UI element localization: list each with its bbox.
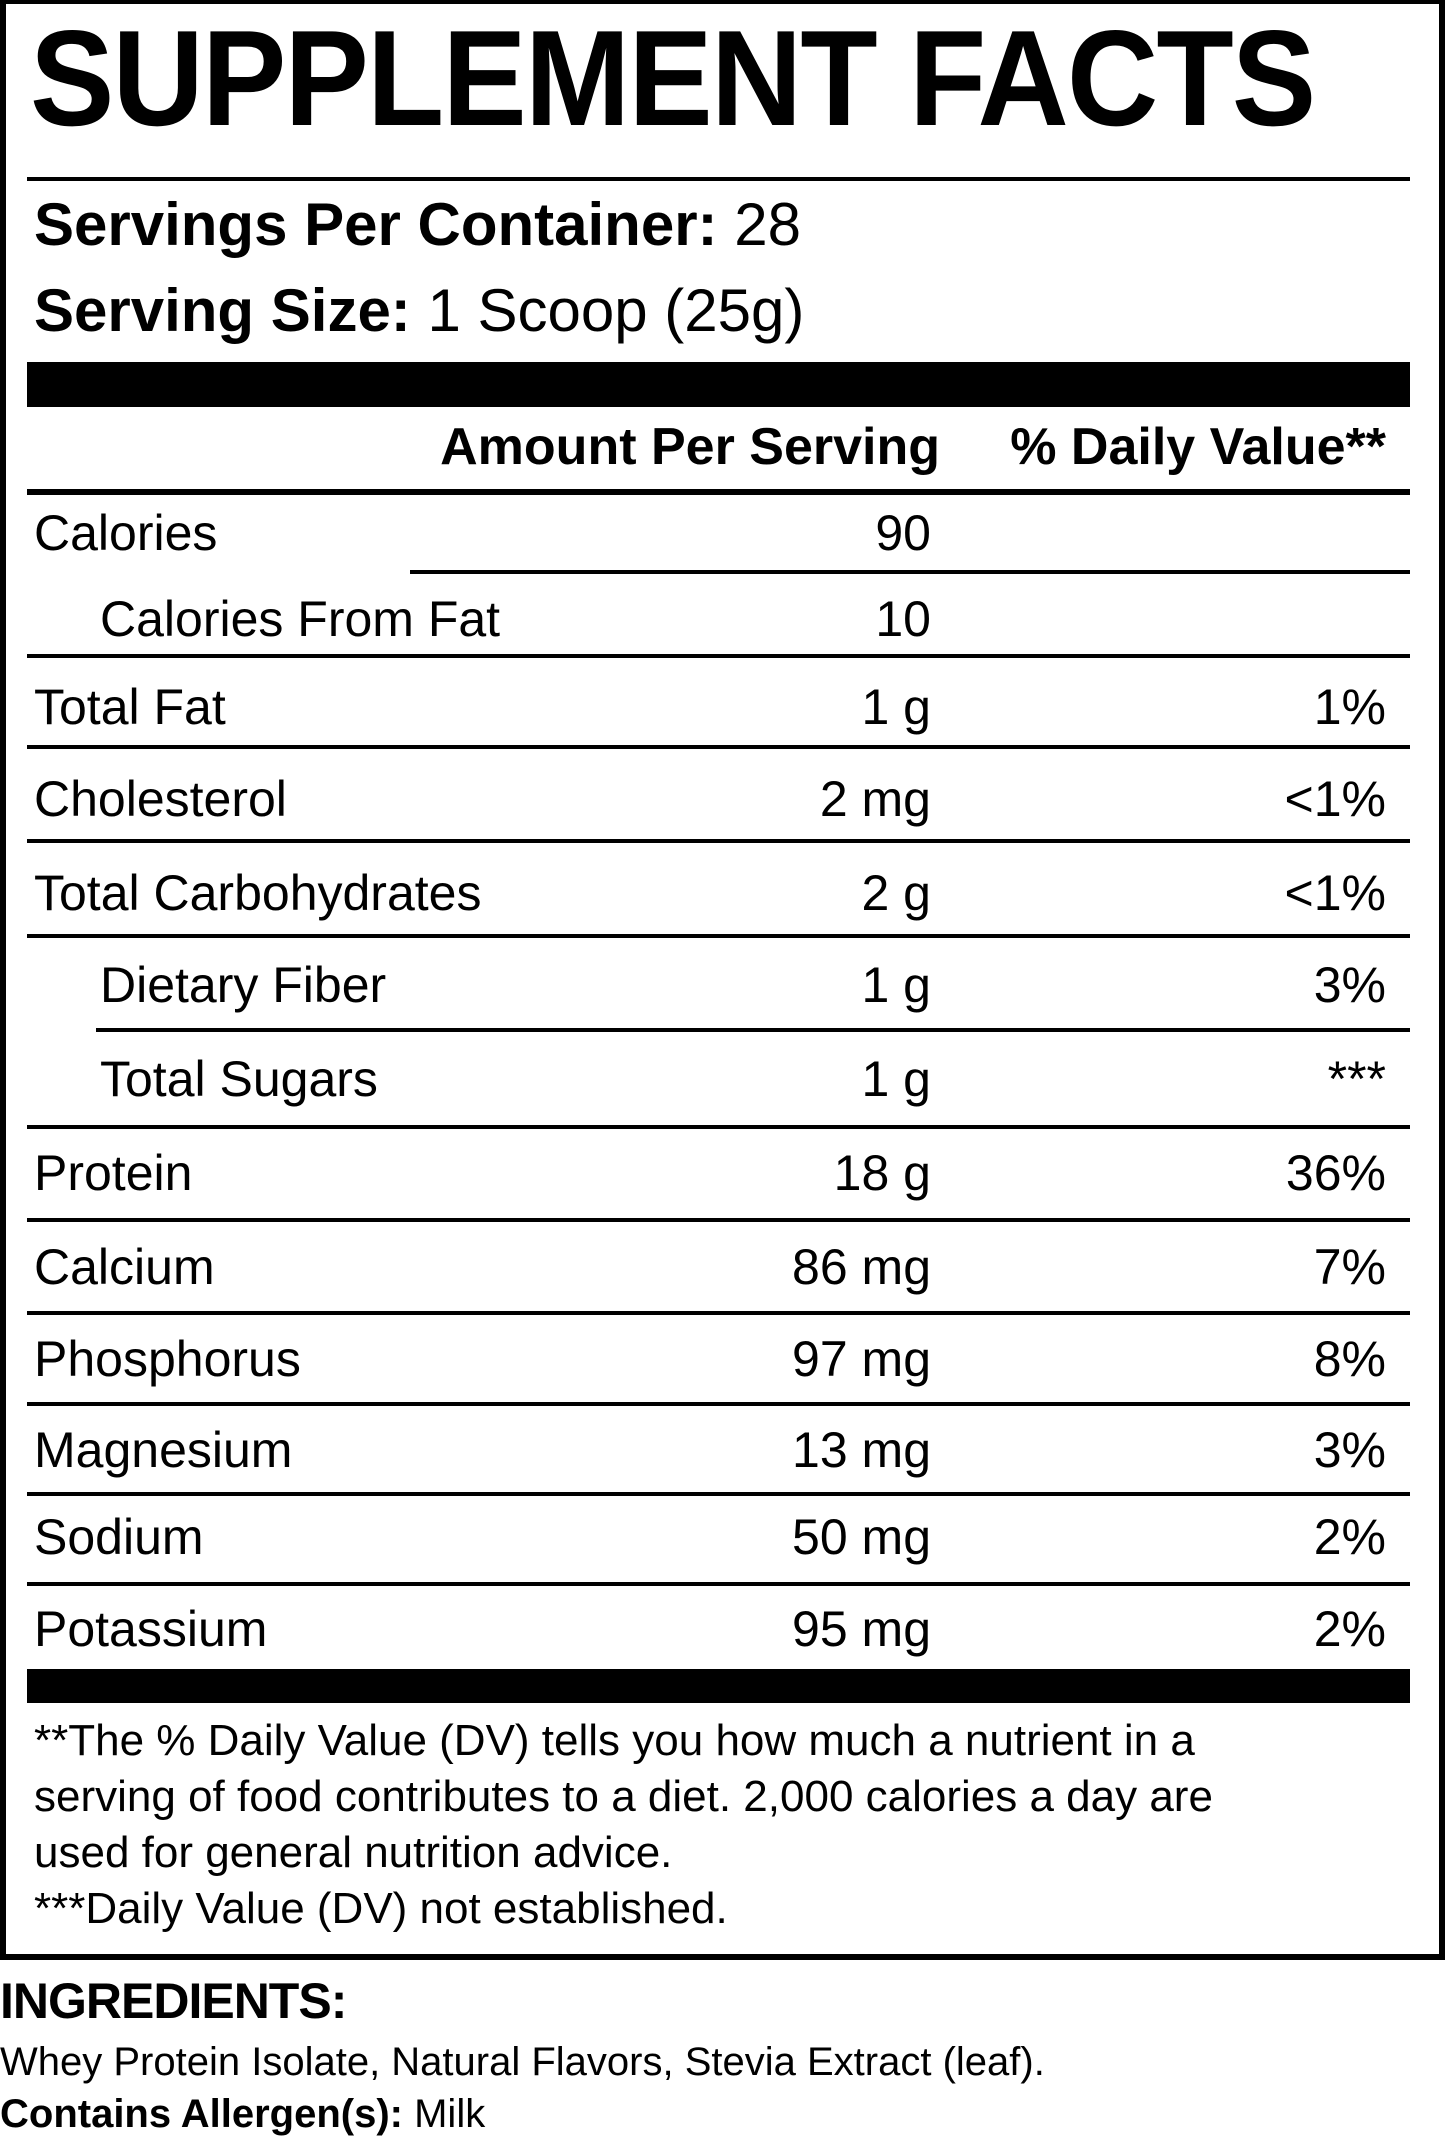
nutrient-row: Sodium 50 mg 2% (0, 1507, 1445, 1567)
row-divider (27, 1125, 1410, 1129)
nutrient-amount: 1 g (861, 679, 931, 735)
servings-value: 28 (734, 191, 801, 258)
serving-size: Serving Size: 1 Scoop (25g) (34, 276, 804, 346)
nutrient-amount: 90 (875, 505, 931, 561)
nutrient-row: Calcium 86 mg 7% (0, 1237, 1445, 1297)
nutrient-row: Dietary Fiber 1 g 3% (0, 955, 1445, 1015)
nutrient-amount: 10 (875, 591, 931, 647)
row-divider (27, 1402, 1410, 1406)
nutrient-row: Magnesium 13 mg 3% (0, 1420, 1445, 1480)
nutrient-row: Calories 90 (0, 503, 1445, 563)
header-divider (27, 489, 1410, 495)
amount-per-serving-header: Amount Per Serving (440, 418, 940, 476)
title-divider (27, 177, 1410, 181)
nutrient-name: Protein (34, 1145, 193, 1201)
nutrient-amount: 2 g (861, 865, 931, 921)
nutrient-name: Potassium (34, 1601, 268, 1657)
row-divider (27, 934, 1410, 938)
nutrient-daily-value: 1% (1313, 679, 1386, 735)
serving-size-value: 1 Scoop (25g) (427, 277, 805, 344)
nutrient-row: Total Sugars 1 g *** (0, 1049, 1445, 1109)
nutrient-daily-value: <1% (1284, 771, 1386, 827)
row-divider (27, 1311, 1410, 1315)
allergen-statement: Contains Allergen(s): Milk (0, 2090, 485, 2138)
allergen-label: Contains Allergen(s): (0, 2092, 403, 2136)
ingredients-heading: INGREDIENTS: (0, 1973, 347, 2029)
nutrient-daily-value: 8% (1313, 1331, 1386, 1387)
nutrient-daily-value: 7% (1313, 1239, 1386, 1295)
nutrient-name: Sodium (34, 1509, 204, 1565)
daily-value-header: % Daily Value** (1010, 418, 1386, 476)
row-divider (27, 654, 1410, 658)
row-divider (27, 1582, 1410, 1586)
allergen-value: Milk (403, 2092, 486, 2136)
nutrient-name: Total Sugars (100, 1051, 378, 1107)
row-divider (27, 1218, 1410, 1222)
row-divider (96, 1028, 1410, 1032)
footnote-line: ***Daily Value (DV) not established. (34, 1884, 728, 1933)
nutrient-amount: 18 g (833, 1145, 931, 1201)
nutrient-daily-value: <1% (1284, 865, 1386, 921)
nutrient-amount: 1 g (861, 957, 931, 1013)
thick-divider-top (27, 362, 1410, 407)
nutrient-name: Phosphorus (34, 1331, 301, 1387)
nutrient-name: Calories From Fat (100, 591, 501, 647)
footnote-line: serving of food contributes to a diet. 2… (34, 1772, 1213, 1821)
thick-divider-bottom (27, 1669, 1410, 1703)
nutrient-row: Protein 18 g 36% (0, 1143, 1445, 1203)
nutrient-name: Dietary Fiber (100, 957, 387, 1013)
nutrient-row: Calories From Fat 10 (0, 589, 1445, 649)
servings-label: Servings Per Container: (34, 191, 718, 258)
nutrient-name: Total Fat (34, 679, 226, 735)
nutrient-daily-value: 3% (1313, 1422, 1386, 1478)
ingredients-text: Whey Protein Isolate, Natural Flavors, S… (0, 2040, 1045, 2084)
servings-per-container: Servings Per Container: 28 (34, 190, 801, 260)
nutrient-amount: 1 g (861, 1051, 931, 1107)
nutrient-amount: 50 mg (792, 1509, 931, 1565)
row-divider (27, 745, 1410, 749)
nutrient-amount: 2 mg (819, 771, 931, 827)
nutrient-name: Calcium (34, 1239, 215, 1295)
nutrient-name: Cholesterol (34, 771, 287, 827)
nutrient-amount: 97 mg (792, 1331, 931, 1387)
nutrient-amount: 13 mg (792, 1422, 931, 1478)
nutrient-name: Magnesium (34, 1422, 293, 1478)
row-divider (27, 1492, 1410, 1496)
nutrient-daily-value: 2% (1313, 1509, 1386, 1565)
footnote-line: used for general nutrition advice. (34, 1828, 673, 1877)
nutrient-name: Total Carbohydrates (34, 865, 482, 921)
nutrient-name: Calories (34, 505, 218, 561)
panel-title: SUPPLEMENT FACTS (30, 2, 1316, 154)
row-divider (410, 570, 1410, 574)
nutrient-row: Cholesterol 2 mg <1% (0, 769, 1445, 829)
nutrient-row: Potassium 95 mg 2% (0, 1599, 1445, 1659)
nutrient-daily-value: *** (1327, 1051, 1386, 1107)
serving-size-label: Serving Size: (34, 277, 411, 344)
nutrient-row: Total Carbohydrates 2 g <1% (0, 863, 1445, 923)
row-divider (27, 839, 1410, 843)
nutrient-row: Phosphorus 97 mg 8% (0, 1329, 1445, 1389)
nutrient-amount: 86 mg (792, 1239, 931, 1295)
footnote-line: **The % Daily Value (DV) tells you how m… (34, 1716, 1195, 1765)
nutrient-amount: 95 mg (792, 1601, 931, 1657)
nutrient-daily-value: 2% (1313, 1601, 1386, 1657)
nutrient-daily-value: 3% (1313, 957, 1386, 1013)
nutrient-daily-value: 36% (1285, 1145, 1386, 1201)
supplement-facts-panel (0, 0, 1445, 1960)
nutrient-row: Total Fat 1 g 1% (0, 677, 1445, 737)
